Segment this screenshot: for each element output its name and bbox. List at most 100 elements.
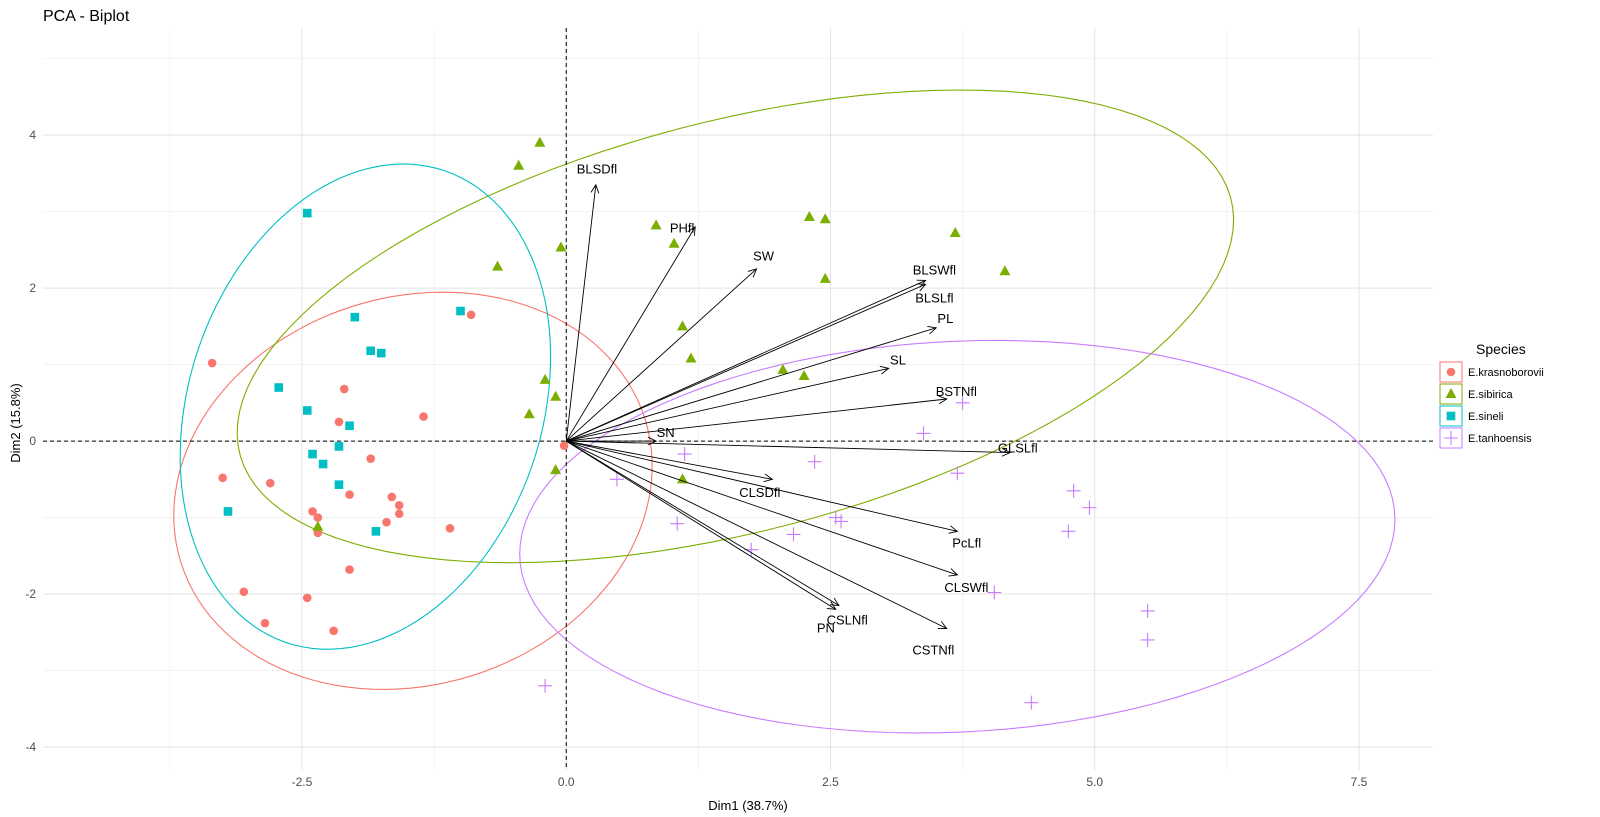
legend-label: E.sineli bbox=[1468, 411, 1503, 423]
data-point bbox=[334, 417, 344, 427]
data-point bbox=[302, 406, 312, 415]
data-point bbox=[260, 618, 270, 628]
variable-arrow bbox=[566, 280, 926, 442]
data-point bbox=[1140, 632, 1155, 647]
data-point bbox=[371, 527, 381, 536]
variable-label: BLSDfl bbox=[577, 161, 618, 176]
legend-title: Species bbox=[1476, 341, 1526, 357]
data-point bbox=[538, 678, 553, 693]
data-point bbox=[677, 447, 692, 462]
variable-label: BLSLfl bbox=[915, 290, 953, 305]
data-point bbox=[456, 306, 465, 316]
variable-label: BSTNfl bbox=[936, 384, 977, 399]
data-point bbox=[803, 210, 815, 221]
variable-label: CSLNfl bbox=[827, 612, 868, 627]
data-point bbox=[366, 346, 375, 356]
data-point bbox=[312, 520, 324, 531]
data-point bbox=[955, 395, 970, 410]
y-axis-label: Dim2 (15.8%) bbox=[8, 383, 23, 462]
x-tick-label: 7.5 bbox=[1351, 775, 1368, 789]
data-point bbox=[539, 373, 551, 384]
data-point bbox=[677, 473, 689, 484]
arrow-head bbox=[747, 268, 758, 278]
data-point bbox=[350, 312, 360, 322]
data-point bbox=[345, 490, 354, 499]
variable-arrow bbox=[566, 440, 958, 576]
data-point bbox=[828, 510, 843, 525]
data-point bbox=[555, 241, 567, 252]
data-point bbox=[419, 412, 428, 421]
data-point bbox=[302, 208, 312, 218]
data-point bbox=[1061, 524, 1076, 539]
data-point bbox=[274, 383, 284, 392]
data-point bbox=[308, 507, 317, 516]
variable-label: BLSWfl bbox=[913, 263, 956, 278]
arrow-head bbox=[763, 473, 774, 483]
tick-labels: -2.5 0.0 2.5 5.0 7.5 -4 -2 0 2 4 bbox=[25, 128, 1367, 789]
variable-arrow bbox=[565, 440, 840, 606]
arrow-head bbox=[927, 326, 938, 335]
variable-label: PHfl bbox=[670, 221, 695, 236]
points-layer bbox=[207, 136, 1155, 710]
variable-arrow bbox=[566, 398, 947, 442]
ellipse-e-sibirica bbox=[236, 89, 1235, 564]
data-point bbox=[339, 384, 349, 394]
legend-marker bbox=[1446, 367, 1456, 377]
legend: Species E.krasnoborovii E.sibirica E.sinel… bbox=[1439, 341, 1544, 449]
arrow-head bbox=[687, 226, 696, 236]
y-tick-label: 2 bbox=[29, 281, 36, 295]
data-point bbox=[987, 585, 1002, 600]
data-point bbox=[366, 454, 375, 463]
variable-arrow bbox=[565, 440, 837, 610]
variable-label: CLSDfl bbox=[739, 485, 780, 500]
variable-arrow bbox=[566, 327, 937, 442]
grid bbox=[43, 28, 1433, 770]
variable-arrow bbox=[565, 268, 757, 442]
variable-arrow bbox=[565, 226, 696, 442]
variable-arrow bbox=[566, 283, 926, 442]
x-axis-label: Dim1 (38.7%) bbox=[708, 798, 787, 813]
data-point bbox=[318, 459, 328, 469]
y-tick-label: 0 bbox=[29, 434, 36, 448]
data-point bbox=[798, 370, 810, 381]
data-point bbox=[677, 320, 689, 331]
data-point bbox=[345, 421, 354, 431]
variable-arrow bbox=[566, 440, 773, 480]
data-point bbox=[999, 265, 1011, 276]
data-point bbox=[950, 466, 965, 481]
legend-marker bbox=[1445, 388, 1457, 398]
legend-label: E.tanhoensis bbox=[1468, 433, 1532, 445]
variable-arrow bbox=[566, 440, 958, 532]
data-point bbox=[376, 348, 386, 358]
data-point bbox=[1024, 695, 1039, 710]
variable-label: SL bbox=[890, 352, 906, 367]
data-point bbox=[523, 408, 535, 419]
legend-label: E.krasnoborovii bbox=[1468, 367, 1544, 379]
data-point bbox=[777, 363, 789, 374]
variable-arrow bbox=[566, 440, 1011, 453]
x-tick-label: -2.5 bbox=[292, 775, 313, 789]
data-point bbox=[513, 159, 525, 170]
legend-marker bbox=[1444, 431, 1458, 445]
data-point bbox=[218, 473, 227, 483]
arrow-head bbox=[937, 621, 948, 629]
arrow-head bbox=[826, 601, 837, 610]
y-tick-label: 4 bbox=[29, 128, 36, 142]
arrow-head bbox=[1001, 448, 1012, 457]
data-point bbox=[394, 501, 404, 510]
legend-marker bbox=[1446, 411, 1456, 421]
arrow-head bbox=[916, 279, 927, 288]
data-point bbox=[685, 352, 697, 363]
y-tick-label: -2 bbox=[25, 587, 36, 601]
data-point bbox=[302, 593, 312, 603]
data-point bbox=[265, 478, 275, 488]
data-point bbox=[387, 492, 397, 502]
chart-title: PCA - Biplot bbox=[43, 8, 130, 25]
variable-label: SN bbox=[657, 425, 675, 440]
x-tick-label: 0.0 bbox=[558, 775, 575, 789]
data-point bbox=[334, 442, 344, 451]
data-point bbox=[670, 516, 685, 531]
data-point bbox=[650, 219, 662, 230]
data-point bbox=[819, 272, 831, 283]
